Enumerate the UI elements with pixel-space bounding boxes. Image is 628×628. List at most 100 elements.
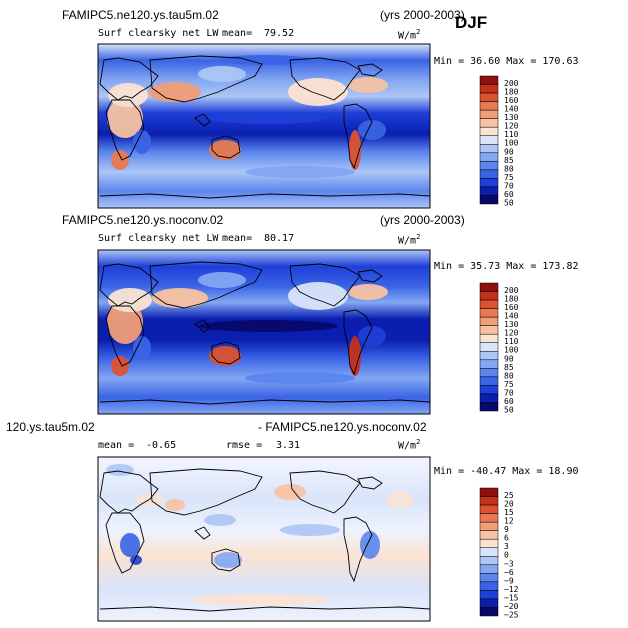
panel2-variable-title: Surf clearsky net LW [98,233,219,244]
colorbar-3-box [479,513,499,523]
map1-regions [107,55,388,178]
colorbar-3-tick-label: 9 [504,525,509,534]
panel1-case-label: FAMIPC5.ne120.ys.tau5m.02 [62,8,219,22]
colorbar-2-box [479,333,499,343]
panel3-rmse-value: 3.31 [276,440,301,451]
colorbar-1-tick-label: 100 [504,139,519,148]
colorbar-2-box [479,282,499,292]
colorbar-3-tick-label: −15 [504,593,519,602]
colorbar-1-tick-label: 120 [504,122,519,131]
colorbar-2-box [479,325,499,335]
colorbar-2-box [479,385,499,395]
panel2-mean-label: mean= [222,233,253,244]
colorbar-1-box [479,101,499,111]
colorbar-2-box [479,359,499,369]
colorbar-3-tick-label: 15 [504,508,514,517]
panel2-years-label: (yrs 2000-2003) [380,213,465,227]
colorbar-1-tick-label: 160 [504,96,519,105]
colorbar-1-box [479,109,499,119]
colorbar-3-tick-label: 0 [504,551,509,560]
panel1-mean-value: 79.52 [264,28,295,39]
map2-frame [97,249,431,415]
colorbar-1-tick-label: 85 [504,156,514,165]
map-panel-3 [97,456,431,622]
colorbar-2-tick-label: 70 [504,388,514,397]
colorbar-3-box [479,556,499,566]
panel2-minmax: Min = 35.73 Max = 173.82 [434,261,579,272]
map3-regions [106,464,414,606]
colorbar-1-tick-label: 70 [504,181,514,190]
colorbar-3-box [479,521,499,531]
colorbar-1-tick-label: 50 [504,198,514,207]
colorbar-3-box [479,564,499,574]
colorbar-3-box [479,530,499,540]
map1-frame [97,43,431,209]
map3-frame [97,456,431,622]
colorbar-2-box [479,299,499,309]
colorbar-1-box [479,135,499,145]
colorbar-1-box [479,152,499,162]
colorbar-3-tick-label: 12 [504,517,514,526]
colorbar-1-box [479,169,499,179]
colorbar-2-tick-label: 160 [504,303,519,312]
map-panel-1 [97,43,431,209]
panel2-units: W/m2 [398,233,421,247]
colorbar-1-tick-label: 180 [504,88,519,97]
colorbar-3-box [479,590,499,600]
map3-coastlines [99,468,431,612]
colorbar-1-tick-label: 60 [504,190,514,199]
colorbar-3-tick-label: 20 [504,500,514,509]
colorbar-1-box [479,118,499,128]
season-label: DJF [455,13,488,32]
colorbar-3-tick-label: −20 [504,602,519,611]
colorbar-1-tick-label: 90 [504,147,514,156]
map-panel-2 [97,249,431,415]
colorbar-1-box [479,161,499,171]
colorbar-3-box [479,598,499,608]
colorbar-3-tick-label: −25 [504,610,519,619]
colorbar-2-tick-label: 180 [504,295,519,304]
colorbars: 2001801601401301201101009085807570605020… [479,75,519,619]
panel2-mean-value: 80.17 [264,233,295,244]
colorbar-3-box [479,504,499,514]
colorbar-2-tick-label: 85 [504,363,514,372]
map2-regions [107,272,388,384]
colorbar-1-box [479,195,499,205]
colorbar-2-tick-label: 75 [504,380,514,389]
colorbar-1-box [479,186,499,196]
colorbar-3-box [479,573,499,583]
colorbar-2-tick-label: 130 [504,320,519,329]
colorbar-1-tick-label: 130 [504,113,519,122]
colorbar-1-box [479,92,499,102]
colorbar-3-tick-label: −12 [504,585,519,594]
colorbar-1-tick-label: 75 [504,173,514,182]
panel1-mean-label: mean= [222,28,253,39]
colorbar-2-box [479,308,499,318]
colorbar-3-tick-label: −9 [504,576,514,585]
colorbar-3-tick-label: −3 [504,559,514,568]
panel3-rmse-label: rmse = [226,440,263,451]
colorbar-2-box [479,342,499,352]
colorbar-1-tick-label: 80 [504,164,514,173]
colorbar-2-box [479,351,499,361]
panel1-minmax: Min = 36.60 Max = 170.63 [434,56,579,67]
colorbar-3-tick-label: 25 [504,491,514,500]
panel3-case-label-left: 120.ys.tau5m.02 [6,420,95,434]
colorbar-3-box [479,487,499,497]
panel3-units: W/m2 [398,438,421,452]
panel3-mean-label: mean = [98,440,135,451]
colorbar-2-box [479,291,499,301]
colorbar-2-tick-label: 50 [504,405,514,414]
colorbar-2-box [479,402,499,412]
panel1-years-label: (yrs 2000-2003) [380,8,465,22]
colorbar-3-box [479,607,499,617]
colorbar-1-tick-label: 110 [504,130,519,139]
colorbar-2-box [479,393,499,403]
colorbar-3-tick-label: 3 [504,542,509,551]
colorbar-2-tick-label: 100 [504,346,519,355]
panel3-case-label-right: - FAMIPC5.ne120.ys.noconv.02 [258,420,427,434]
colorbar-2-tick-label: 140 [504,312,519,321]
